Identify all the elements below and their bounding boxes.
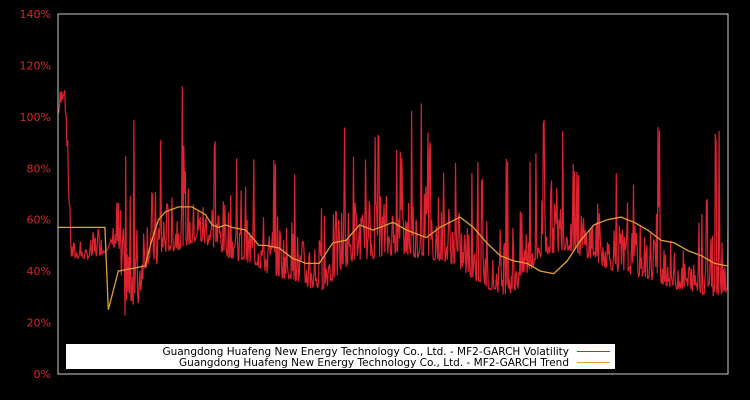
y-tick-label: 120%	[20, 59, 51, 72]
plot-area	[57, 86, 729, 316]
legend-label-trend: Guangdong Huafeng New Energy Technology …	[179, 357, 569, 369]
y-tick-label: 100%	[20, 111, 51, 124]
legend: Guangdong Huafeng New Energy Technology …	[66, 344, 615, 369]
plot-frame	[57, 13, 729, 375]
y-tick-label: 60%	[27, 214, 51, 227]
y-tick-label: 140%	[20, 8, 51, 21]
y-tick-label: 80%	[27, 162, 51, 175]
volatility-line	[57, 86, 729, 316]
legend-box	[66, 344, 615, 369]
y-tick-label: 0%	[34, 368, 51, 381]
trend-line	[58, 206, 729, 310]
y-axis: 0% 20% 40% 60% 80% 100% 120% 140%	[20, 8, 51, 381]
y-tick-label: 20%	[27, 317, 51, 330]
y-tick-label: 40%	[27, 265, 51, 278]
legend-label-volatility: Guangdong Huafeng New Energy Technology …	[162, 346, 569, 358]
